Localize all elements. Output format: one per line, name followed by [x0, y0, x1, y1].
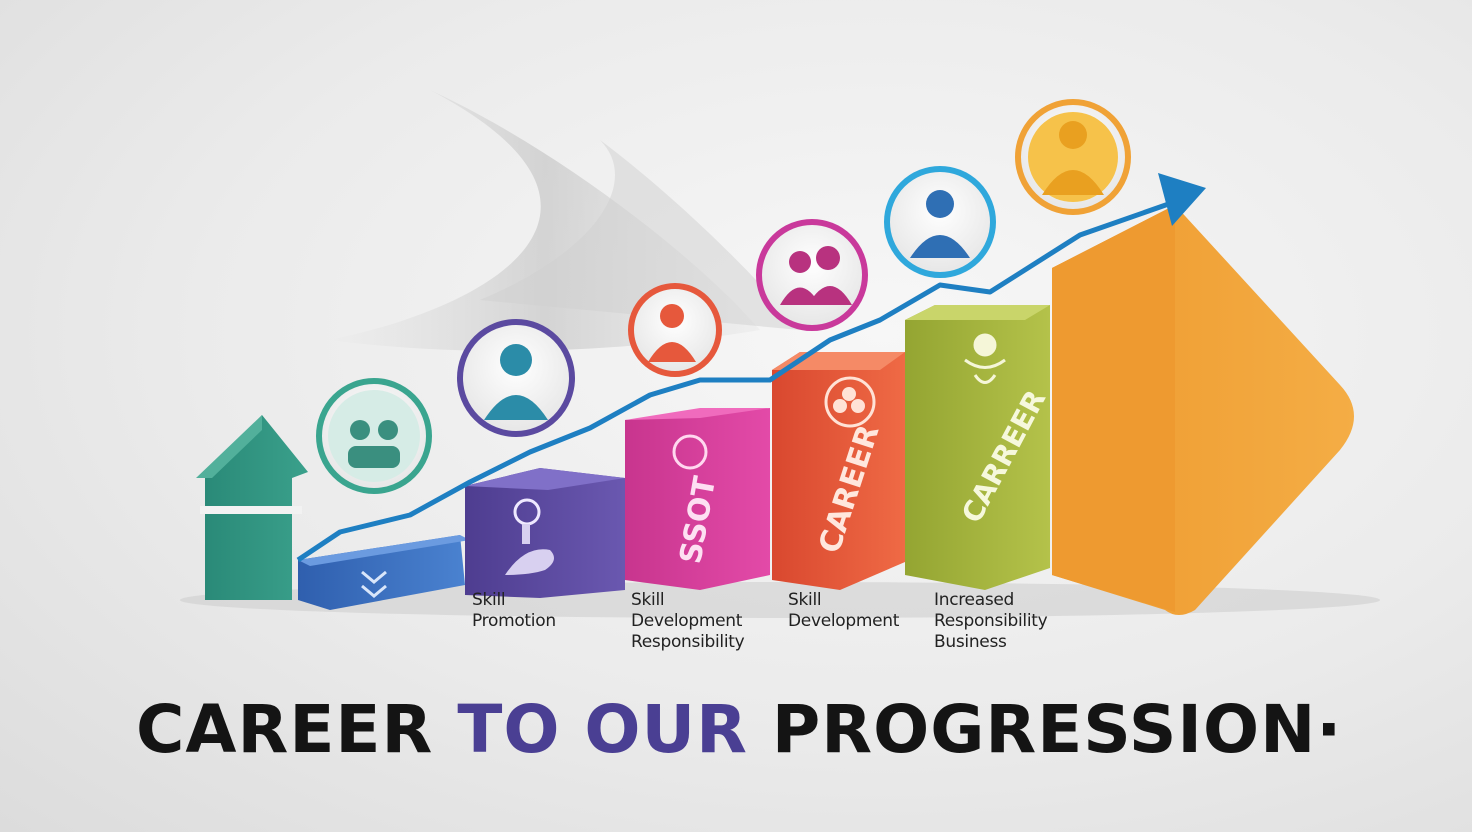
step-label-3: Skill Development: [788, 590, 899, 632]
step-label-1-line-1: Skill: [472, 590, 506, 610]
step-label-1-line-2: Promotion: [472, 611, 556, 631]
headline-word-2: TO OUR: [457, 691, 748, 768]
trend-arrowhead: [1158, 173, 1206, 226]
trophy-hand-icon: [505, 498, 554, 575]
blue-block: [298, 535, 470, 610]
headline: CAREER TO OUR PROGRESSION·: [136, 690, 1341, 770]
teal-arrow: [196, 415, 308, 600]
manager-icon: [884, 166, 996, 278]
step-label-3-line-1: Skill: [788, 590, 822, 610]
step-label-2-line-2: Development: [631, 611, 743, 631]
step-label-4: Increased Responsibility Business: [934, 590, 1048, 653]
purple-block: [465, 468, 625, 598]
person-icon-2: [628, 283, 722, 377]
step-label-4-line-1: Increased: [934, 590, 1015, 610]
step-label-4-line-3: Business: [934, 632, 1007, 652]
olive-block: CARREER: [905, 305, 1052, 590]
leader-icon: [1015, 99, 1131, 215]
step-label-4-line-2: Responsibility: [934, 611, 1048, 631]
background-swoosh-2: [480, 140, 800, 330]
step-label-3-line-2: Development: [788, 611, 900, 631]
team-icon: [316, 378, 432, 494]
step-label-2-line-1: Skill: [631, 590, 665, 610]
hands-icon: [964, 333, 1006, 384]
step-label-2-line-3: Responsibility: [631, 632, 745, 652]
three-dots-icon: [824, 376, 876, 428]
headline-word-1: CAREER: [136, 691, 434, 768]
step-label-2: Skill Development Responsibility: [631, 590, 745, 653]
red-block: CAREER: [772, 352, 905, 590]
magenta-block: SSOT: [625, 408, 770, 590]
trend-line: [296, 173, 1206, 563]
group-icon: [756, 219, 868, 331]
smile-icon: [672, 434, 708, 470]
orange-arrow-block: [1052, 205, 1354, 615]
headline-word-3: PROGRESSION·: [771, 691, 1343, 768]
step-label-1: Skill Promotion: [472, 590, 556, 632]
person-icon: [457, 319, 575, 437]
